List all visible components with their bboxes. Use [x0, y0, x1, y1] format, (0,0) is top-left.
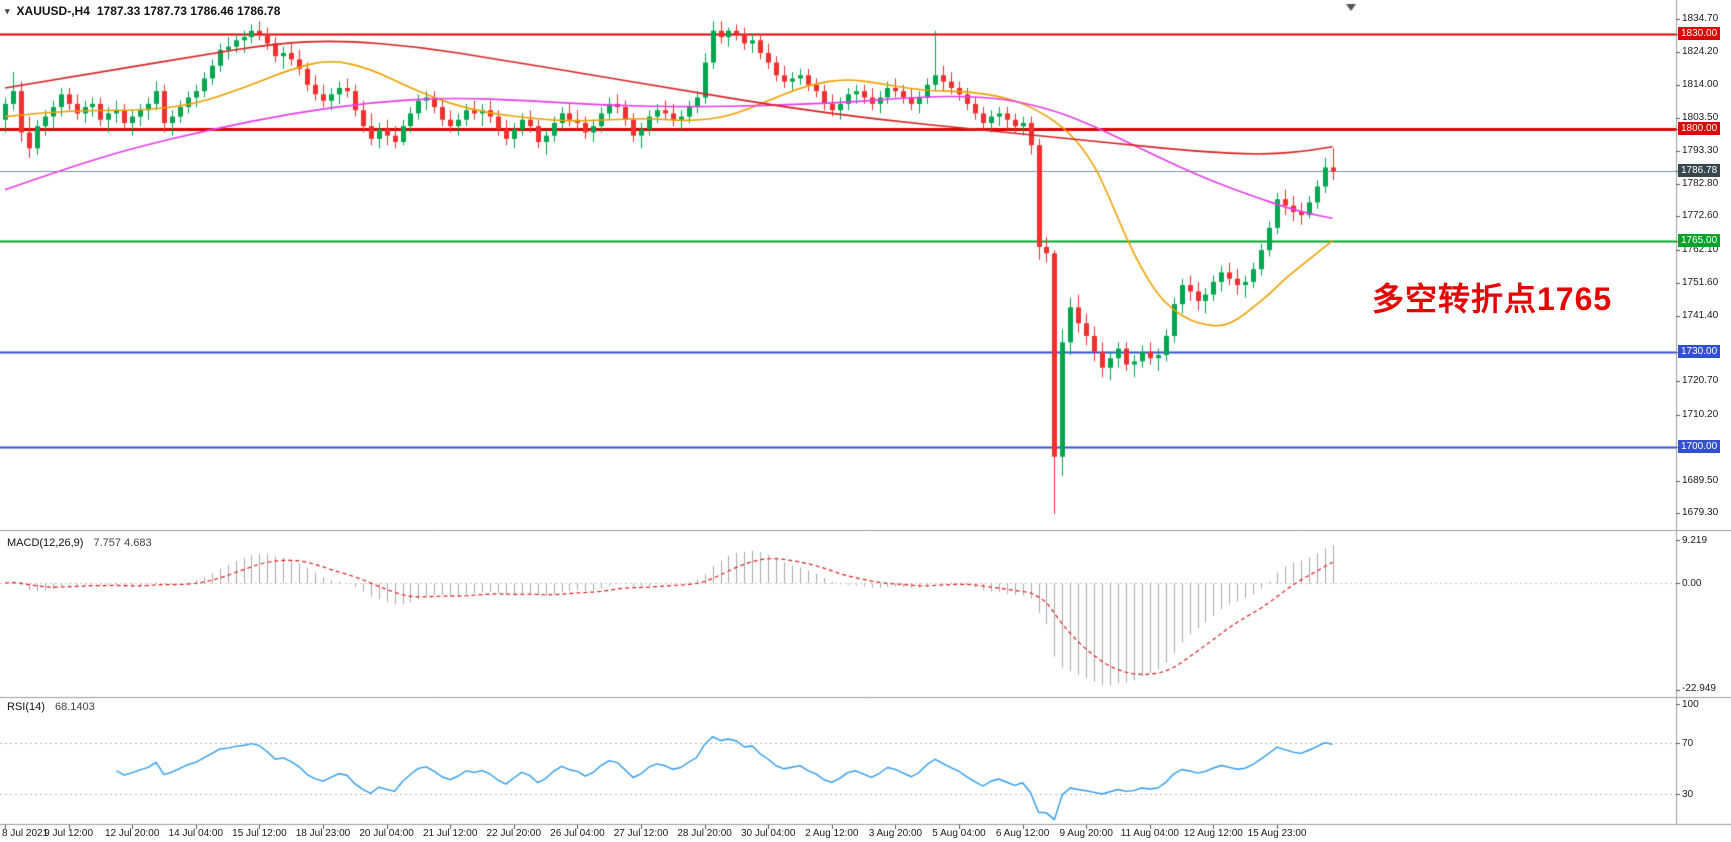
macd-values: 7.757 4.683	[93, 537, 152, 549]
price-axis[interactable]: 1834.70 1824.20 1814.00 1803.50 1793.30 1782.…	[1677, 0, 1731, 530]
rsi-axis-label: 30	[1682, 789, 1694, 801]
chart-title: ▾ XAUUSD-,H4 1787.33 1787.73 1786.46 178…	[5, 4, 280, 18]
rsi-axis[interactable]: 100 70 30	[1677, 698, 1731, 824]
price-axis-label: 1751.60	[1682, 277, 1719, 289]
time-axis-label: 28 Jul 20:00	[677, 828, 732, 839]
time-axis-label: 12 Aug 12:00	[1183, 828, 1243, 839]
macd-name: MACD(12,26,9)	[7, 537, 84, 549]
price-level-badge: 1700.00	[1678, 440, 1721, 454]
annotation-text[interactable]: 多空转折点1765	[1372, 281, 1613, 317]
time-axis-label: 18 Jul 23:00	[295, 828, 351, 839]
rsi-indicator-label: RSI(14) 68.1403	[7, 701, 95, 713]
price-axis-label: 1824.20	[1682, 46, 1719, 58]
macd-axis-label: 0.00	[1682, 577, 1702, 589]
rsi-axis-label: 70	[1682, 737, 1694, 749]
macd-axis-label: 9.219	[1682, 535, 1708, 546]
time-axis-label: 27 Jul 12:00	[613, 828, 669, 839]
price-level-badge: 1800.00	[1678, 122, 1721, 136]
time-axis-label: 21 Jul 12:00	[422, 828, 478, 839]
symbol-marker-icon: ▾	[5, 5, 10, 16]
time-axis-label: 3 Aug 20:00	[868, 828, 923, 839]
price-level-badge: 1786.78	[1678, 164, 1721, 178]
price-axis-label: 1720.70	[1682, 375, 1719, 387]
price-axis-label: 1834.70	[1682, 13, 1719, 24]
rsi-axis-label: 100	[1682, 699, 1699, 710]
time-axis-label: 30 Jul 04:00	[740, 828, 796, 839]
time-axis-label: 9 Jul 12:00	[44, 828, 94, 839]
price-axis-label: 1710.20	[1682, 408, 1719, 420]
ohlc-values: 1787.33 1787.73 1786.46 1786.78	[96, 4, 281, 18]
time-axis-label: 2 Aug 12:00	[805, 828, 859, 839]
price-axis-label: 1772.60	[1682, 210, 1719, 222]
time-axis[interactable]: 8 Jul 2021 9 Jul 12:00 12 Jul 20:00 14 Jul …	[0, 824, 1676, 842]
price-axis-label: 1741.40	[1682, 309, 1719, 321]
time-axis-label: 6 Aug 12:00	[995, 828, 1050, 839]
price-axis-label: 1762.10	[1682, 243, 1719, 255]
price-axis-label: 1679.30	[1682, 507, 1719, 518]
time-axis-label: 15 Aug 23:00	[1247, 828, 1307, 839]
price-axis-label: 1793.30	[1682, 144, 1719, 156]
time-axis-label: 20 Jul 04:00	[359, 828, 414, 839]
time-axis-label: 15 Jul 12:00	[232, 828, 287, 839]
macd-axis-label: -22.949	[1682, 683, 1716, 694]
time-axis-label: 9 Aug 20:00	[1059, 828, 1113, 839]
time-axis-label: 11 Aug 04:00	[1120, 828, 1179, 839]
price-level-badge: 1830.00	[1678, 26, 1721, 40]
time-axis-label: 8 Jul 2021	[2, 828, 49, 839]
price-level-badge: 1765.00	[1678, 233, 1721, 247]
price-axis-label: 1803.50	[1682, 112, 1719, 124]
time-axis-label: 26 Jul 04:00	[550, 828, 605, 839]
macd-indicator-label: MACD(12,26,9) 7.757 4.683	[7, 537, 152, 549]
time-axis-label: 14 Jul 04:00	[168, 828, 224, 839]
price-level-badge: 1730.00	[1678, 344, 1721, 358]
time-axis-label: 12 Jul 20:00	[104, 828, 160, 839]
price-axis-label: 1782.80	[1682, 177, 1719, 189]
macd-axis[interactable]: 9.219 0.00 -22.949	[1677, 533, 1731, 697]
symbol-period-label: XAUUSD-,H4	[16, 4, 90, 18]
rsi-value: 68.1403	[54, 701, 95, 713]
time-axis-label: 22 Jul 20:00	[486, 828, 542, 839]
rsi-name: RSI(14)	[7, 701, 45, 713]
time-axis-label: 5 Aug 04:00	[932, 828, 986, 839]
price-axis-label: 1814.00	[1682, 78, 1719, 90]
price-axis-label: 1689.50	[1682, 474, 1719, 486]
